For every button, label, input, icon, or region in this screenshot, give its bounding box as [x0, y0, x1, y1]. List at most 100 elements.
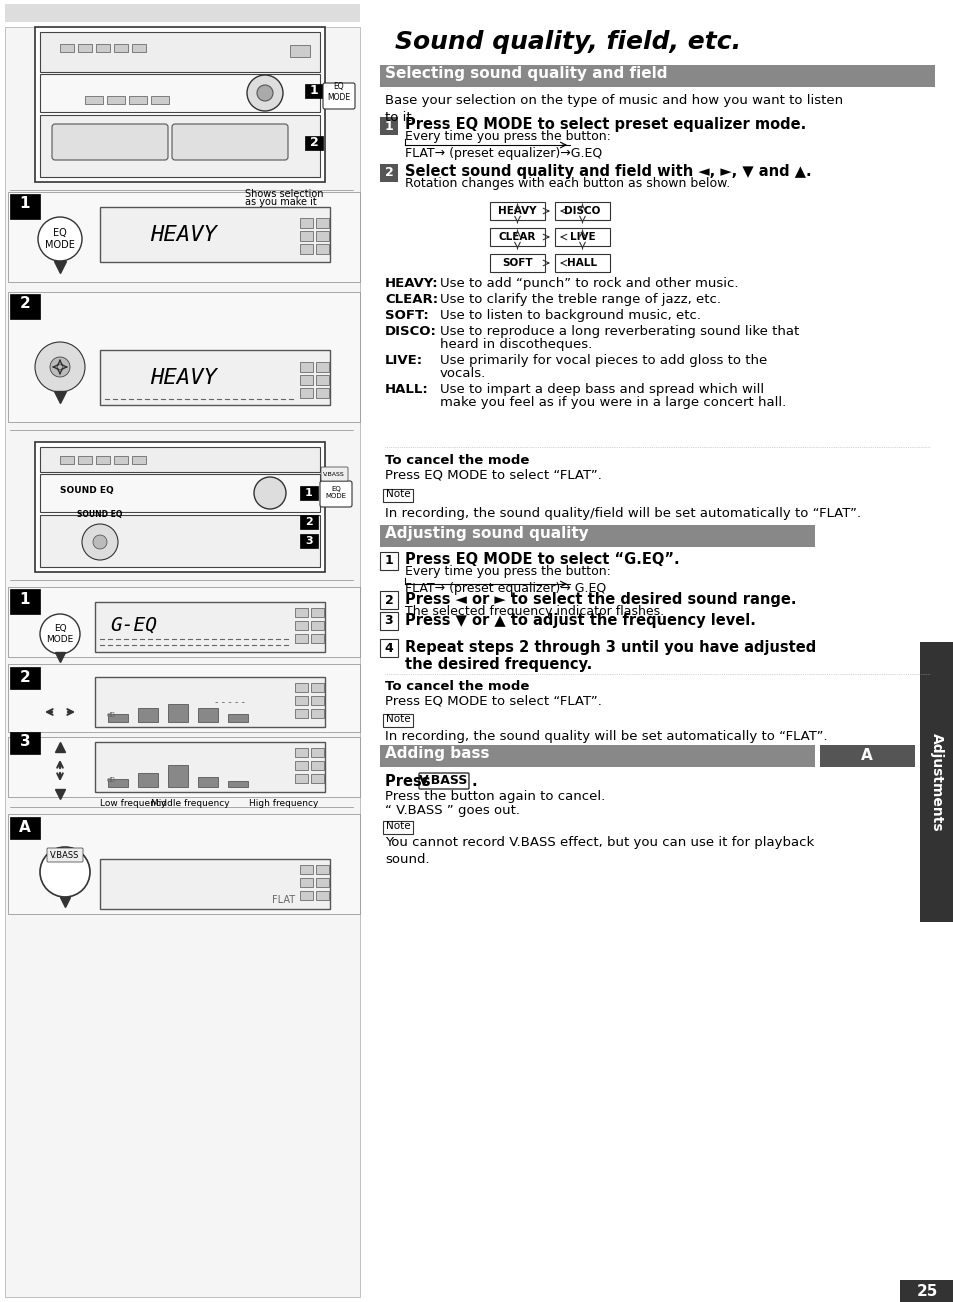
Bar: [305, 135, 323, 150]
FancyBboxPatch shape: [172, 124, 288, 160]
Text: SOUND EQ: SOUND EQ: [77, 510, 123, 519]
Bar: [299, 217, 313, 228]
Text: A: A: [19, 819, 30, 835]
Bar: [10, 816, 40, 838]
Bar: [294, 773, 308, 783]
Text: The selected frequency indicator flashes.: The selected frequency indicator flashes…: [405, 605, 663, 618]
Text: 1: 1: [20, 197, 30, 211]
Bar: [10, 589, 40, 615]
Text: HEAVY: HEAVY: [150, 225, 216, 245]
Text: Note: Note: [385, 490, 410, 499]
Bar: [379, 612, 397, 630]
Bar: [290, 46, 310, 57]
Text: Press ◄ or ► to select the desired sound range.: Press ◄ or ► to select the desired sound…: [405, 592, 796, 607]
Text: Repeat steps 2 through 3 until you have adjusted
the desired frequency.: Repeat steps 2 through 3 until you have …: [405, 641, 816, 672]
Text: Use to clarify the treble range of jazz, etc.: Use to clarify the treble range of jazz,…: [439, 293, 720, 306]
Bar: [108, 779, 128, 786]
Bar: [299, 230, 313, 241]
Bar: [382, 490, 413, 503]
Bar: [315, 891, 329, 900]
Bar: [8, 587, 359, 658]
Bar: [299, 865, 313, 874]
Bar: [294, 608, 308, 617]
Bar: [10, 294, 40, 319]
Text: High frequency: High frequency: [249, 799, 317, 809]
Text: 2: 2: [305, 517, 313, 527]
Text: 1: 1: [310, 85, 318, 98]
Text: Select sound quality and field with ◄, ►, ▼ and ▲.: Select sound quality and field with ◄, ►…: [405, 164, 811, 178]
Bar: [299, 362, 313, 372]
Bar: [820, 745, 914, 767]
Text: 2: 2: [20, 297, 30, 311]
Text: “ V.BASS ” goes out.: “ V.BASS ” goes out.: [385, 805, 519, 816]
Bar: [10, 667, 40, 689]
Bar: [78, 44, 91, 52]
Bar: [294, 710, 308, 717]
Text: as you make it: as you make it: [245, 197, 316, 207]
Text: To cancel the mode: To cancel the mode: [385, 680, 529, 693]
Bar: [138, 708, 158, 723]
Text: Adjusting sound quality: Adjusting sound quality: [385, 526, 588, 542]
Text: HEAVY: HEAVY: [497, 206, 537, 216]
Bar: [311, 634, 324, 643]
Text: make you feel as if you were in a large concert hall.: make you feel as if you were in a large …: [439, 396, 785, 409]
Text: Note: Note: [385, 713, 410, 724]
Bar: [228, 713, 248, 723]
Bar: [311, 621, 324, 630]
Bar: [299, 388, 313, 398]
Text: 25: 25: [915, 1284, 937, 1298]
Bar: [40, 33, 319, 72]
Text: 1: 1: [20, 591, 30, 607]
Bar: [294, 621, 308, 630]
Bar: [40, 516, 319, 566]
Text: 2: 2: [384, 594, 393, 607]
Text: 2: 2: [384, 167, 393, 180]
FancyBboxPatch shape: [5, 27, 359, 1297]
FancyBboxPatch shape: [95, 602, 325, 652]
Text: LIVE:: LIVE:: [385, 354, 423, 367]
Text: 1: 1: [384, 555, 393, 568]
Bar: [40, 474, 319, 512]
Bar: [299, 534, 317, 548]
Text: Note: Note: [385, 822, 410, 831]
Bar: [379, 552, 397, 570]
Text: Press: Press: [385, 773, 436, 789]
Circle shape: [247, 76, 283, 111]
Bar: [311, 710, 324, 717]
Bar: [60, 44, 74, 52]
Bar: [379, 745, 814, 767]
Bar: [379, 591, 397, 609]
Text: HEAVY: HEAVY: [150, 368, 216, 388]
Bar: [379, 639, 397, 658]
Bar: [315, 865, 329, 874]
Text: Use to impart a deep bass and spread which will: Use to impart a deep bass and spread whi…: [439, 383, 763, 396]
Text: 1: 1: [384, 120, 393, 133]
Bar: [311, 697, 324, 704]
Bar: [382, 822, 413, 835]
Text: Adjustments: Adjustments: [929, 733, 943, 831]
Text: EQ
MODE: EQ MODE: [327, 82, 350, 102]
Bar: [168, 704, 188, 723]
Text: Base your selection on the type of music and how you want to listen
to it.: Base your selection on the type of music…: [385, 94, 842, 124]
Bar: [299, 486, 317, 500]
Bar: [299, 516, 317, 529]
Bar: [315, 375, 329, 385]
Text: dB: dB: [107, 712, 116, 717]
Bar: [379, 117, 397, 135]
Text: 3: 3: [384, 615, 393, 628]
Text: - - - - -: - - - - -: [214, 697, 245, 707]
Bar: [132, 456, 146, 464]
Text: 2: 2: [20, 669, 30, 685]
Text: Every time you press the button:
FLAT→ (preset equalizer)→ G.EQ: Every time you press the button: FLAT→ (…: [405, 565, 610, 595]
Text: V.BASS: V.BASS: [323, 471, 345, 477]
Bar: [228, 781, 248, 786]
FancyBboxPatch shape: [100, 350, 330, 405]
Bar: [113, 456, 128, 464]
Bar: [107, 96, 125, 104]
Circle shape: [50, 357, 70, 378]
Bar: [294, 697, 308, 704]
FancyBboxPatch shape: [418, 773, 469, 789]
Bar: [40, 74, 319, 112]
Bar: [8, 814, 359, 914]
Text: Press EQ MODE to select “FLAT”.: Press EQ MODE to select “FLAT”.: [385, 469, 601, 482]
